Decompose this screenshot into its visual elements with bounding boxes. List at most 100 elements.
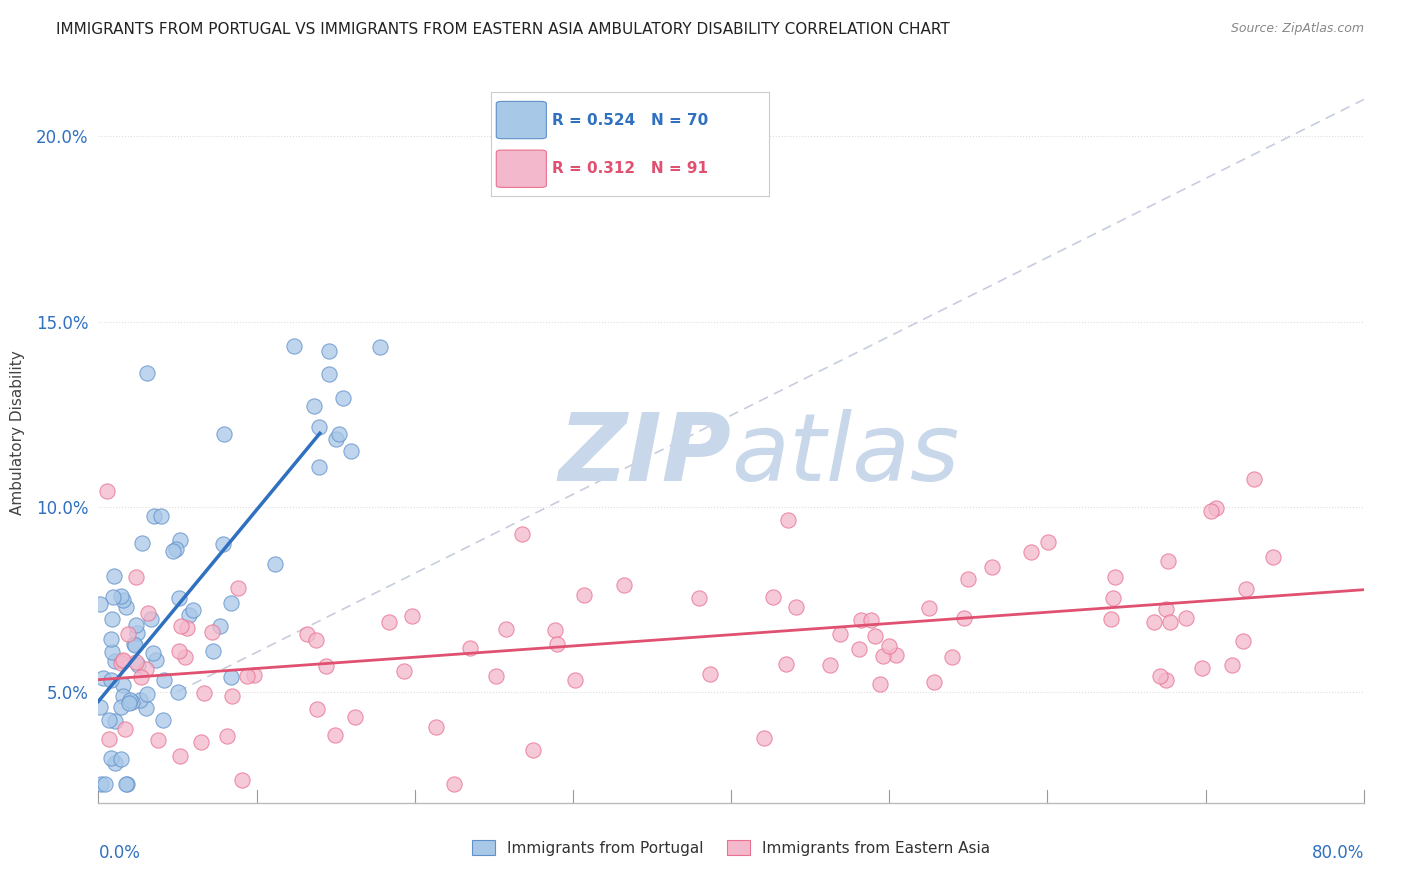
Point bbox=[957, 572, 980, 586]
Point bbox=[125, 626, 148, 640]
Point bbox=[167, 685, 190, 699]
Point bbox=[1232, 633, 1254, 648]
Point bbox=[564, 673, 586, 688]
Point bbox=[135, 662, 157, 676]
Point bbox=[152, 713, 174, 727]
Point bbox=[121, 694, 143, 708]
Point bbox=[1199, 503, 1222, 517]
Point bbox=[111, 653, 134, 667]
Point bbox=[981, 560, 1004, 574]
Point bbox=[97, 714, 120, 728]
Point bbox=[94, 777, 117, 791]
Point bbox=[117, 627, 139, 641]
Point bbox=[149, 509, 172, 524]
Point bbox=[1220, 658, 1243, 673]
Point bbox=[221, 689, 243, 703]
Point bbox=[219, 669, 242, 683]
Point bbox=[136, 366, 159, 380]
Point bbox=[118, 693, 141, 707]
Point bbox=[170, 618, 193, 632]
Point bbox=[848, 642, 870, 657]
Legend: Immigrants from Portugal, Immigrants from Eastern Asia: Immigrants from Portugal, Immigrants fro… bbox=[467, 834, 995, 862]
Point bbox=[762, 591, 785, 605]
Point bbox=[572, 588, 595, 602]
Point bbox=[129, 693, 152, 707]
Point bbox=[219, 596, 242, 610]
Point bbox=[125, 570, 148, 584]
Point bbox=[522, 743, 544, 757]
Point bbox=[879, 639, 901, 653]
Point bbox=[953, 611, 976, 625]
Point bbox=[699, 667, 721, 681]
Point bbox=[162, 544, 184, 558]
Point bbox=[193, 686, 215, 700]
Text: IMMIGRANTS FROM PORTUGAL VS IMMIGRANTS FROM EASTERN ASIA AMBULATORY DISABILITY C: IMMIGRANTS FROM PORTUGAL VS IMMIGRANTS F… bbox=[56, 22, 950, 37]
Point bbox=[110, 699, 132, 714]
Point bbox=[1191, 661, 1213, 675]
Point bbox=[401, 609, 423, 624]
Point bbox=[100, 673, 122, 687]
Point bbox=[104, 756, 127, 771]
Point bbox=[217, 729, 239, 743]
Point bbox=[918, 601, 941, 615]
Point bbox=[101, 612, 124, 626]
Point bbox=[115, 777, 138, 791]
Point bbox=[283, 339, 305, 353]
Point bbox=[89, 597, 111, 611]
Point bbox=[96, 484, 118, 499]
Point bbox=[110, 589, 132, 603]
Point bbox=[872, 649, 894, 664]
Point bbox=[378, 615, 401, 629]
Point bbox=[110, 656, 132, 670]
Text: Source: ZipAtlas.com: Source: ZipAtlas.com bbox=[1230, 22, 1364, 36]
Point bbox=[114, 723, 136, 737]
Point bbox=[1104, 570, 1126, 584]
Point bbox=[613, 577, 636, 591]
Point bbox=[110, 751, 132, 765]
Point bbox=[392, 664, 415, 678]
Point bbox=[174, 650, 197, 665]
Point bbox=[125, 655, 148, 669]
Point bbox=[1154, 602, 1177, 616]
Point bbox=[111, 592, 134, 607]
Point bbox=[860, 613, 883, 627]
Point bbox=[1099, 612, 1122, 626]
Point bbox=[190, 735, 212, 749]
Point bbox=[91, 672, 114, 686]
Point bbox=[90, 777, 112, 791]
Point bbox=[820, 657, 842, 672]
Point bbox=[305, 702, 328, 716]
Point bbox=[236, 669, 259, 683]
Point bbox=[922, 674, 945, 689]
Point bbox=[104, 654, 127, 668]
Point bbox=[325, 433, 347, 447]
Point bbox=[1143, 615, 1166, 630]
Point bbox=[869, 677, 891, 691]
Point bbox=[1019, 545, 1042, 559]
Point bbox=[344, 710, 367, 724]
Point bbox=[212, 536, 235, 550]
Point bbox=[1175, 611, 1198, 625]
Point bbox=[1159, 615, 1181, 629]
Point bbox=[495, 623, 517, 637]
Point bbox=[305, 632, 328, 647]
Point bbox=[127, 657, 149, 672]
Point bbox=[208, 619, 231, 633]
Point bbox=[101, 645, 124, 659]
Point bbox=[1156, 554, 1178, 568]
Point bbox=[830, 626, 852, 640]
Point bbox=[941, 649, 963, 664]
Text: 80.0%: 80.0% bbox=[1312, 844, 1364, 862]
Point bbox=[125, 617, 148, 632]
Point bbox=[111, 689, 134, 703]
Text: 0.0%: 0.0% bbox=[98, 844, 141, 862]
Point bbox=[112, 653, 135, 667]
Point bbox=[302, 399, 325, 413]
Point bbox=[143, 509, 166, 524]
Point bbox=[543, 623, 565, 637]
Point bbox=[425, 720, 447, 734]
Point bbox=[124, 638, 146, 652]
Point bbox=[1154, 673, 1177, 688]
Point bbox=[485, 669, 508, 683]
Point bbox=[546, 637, 568, 651]
